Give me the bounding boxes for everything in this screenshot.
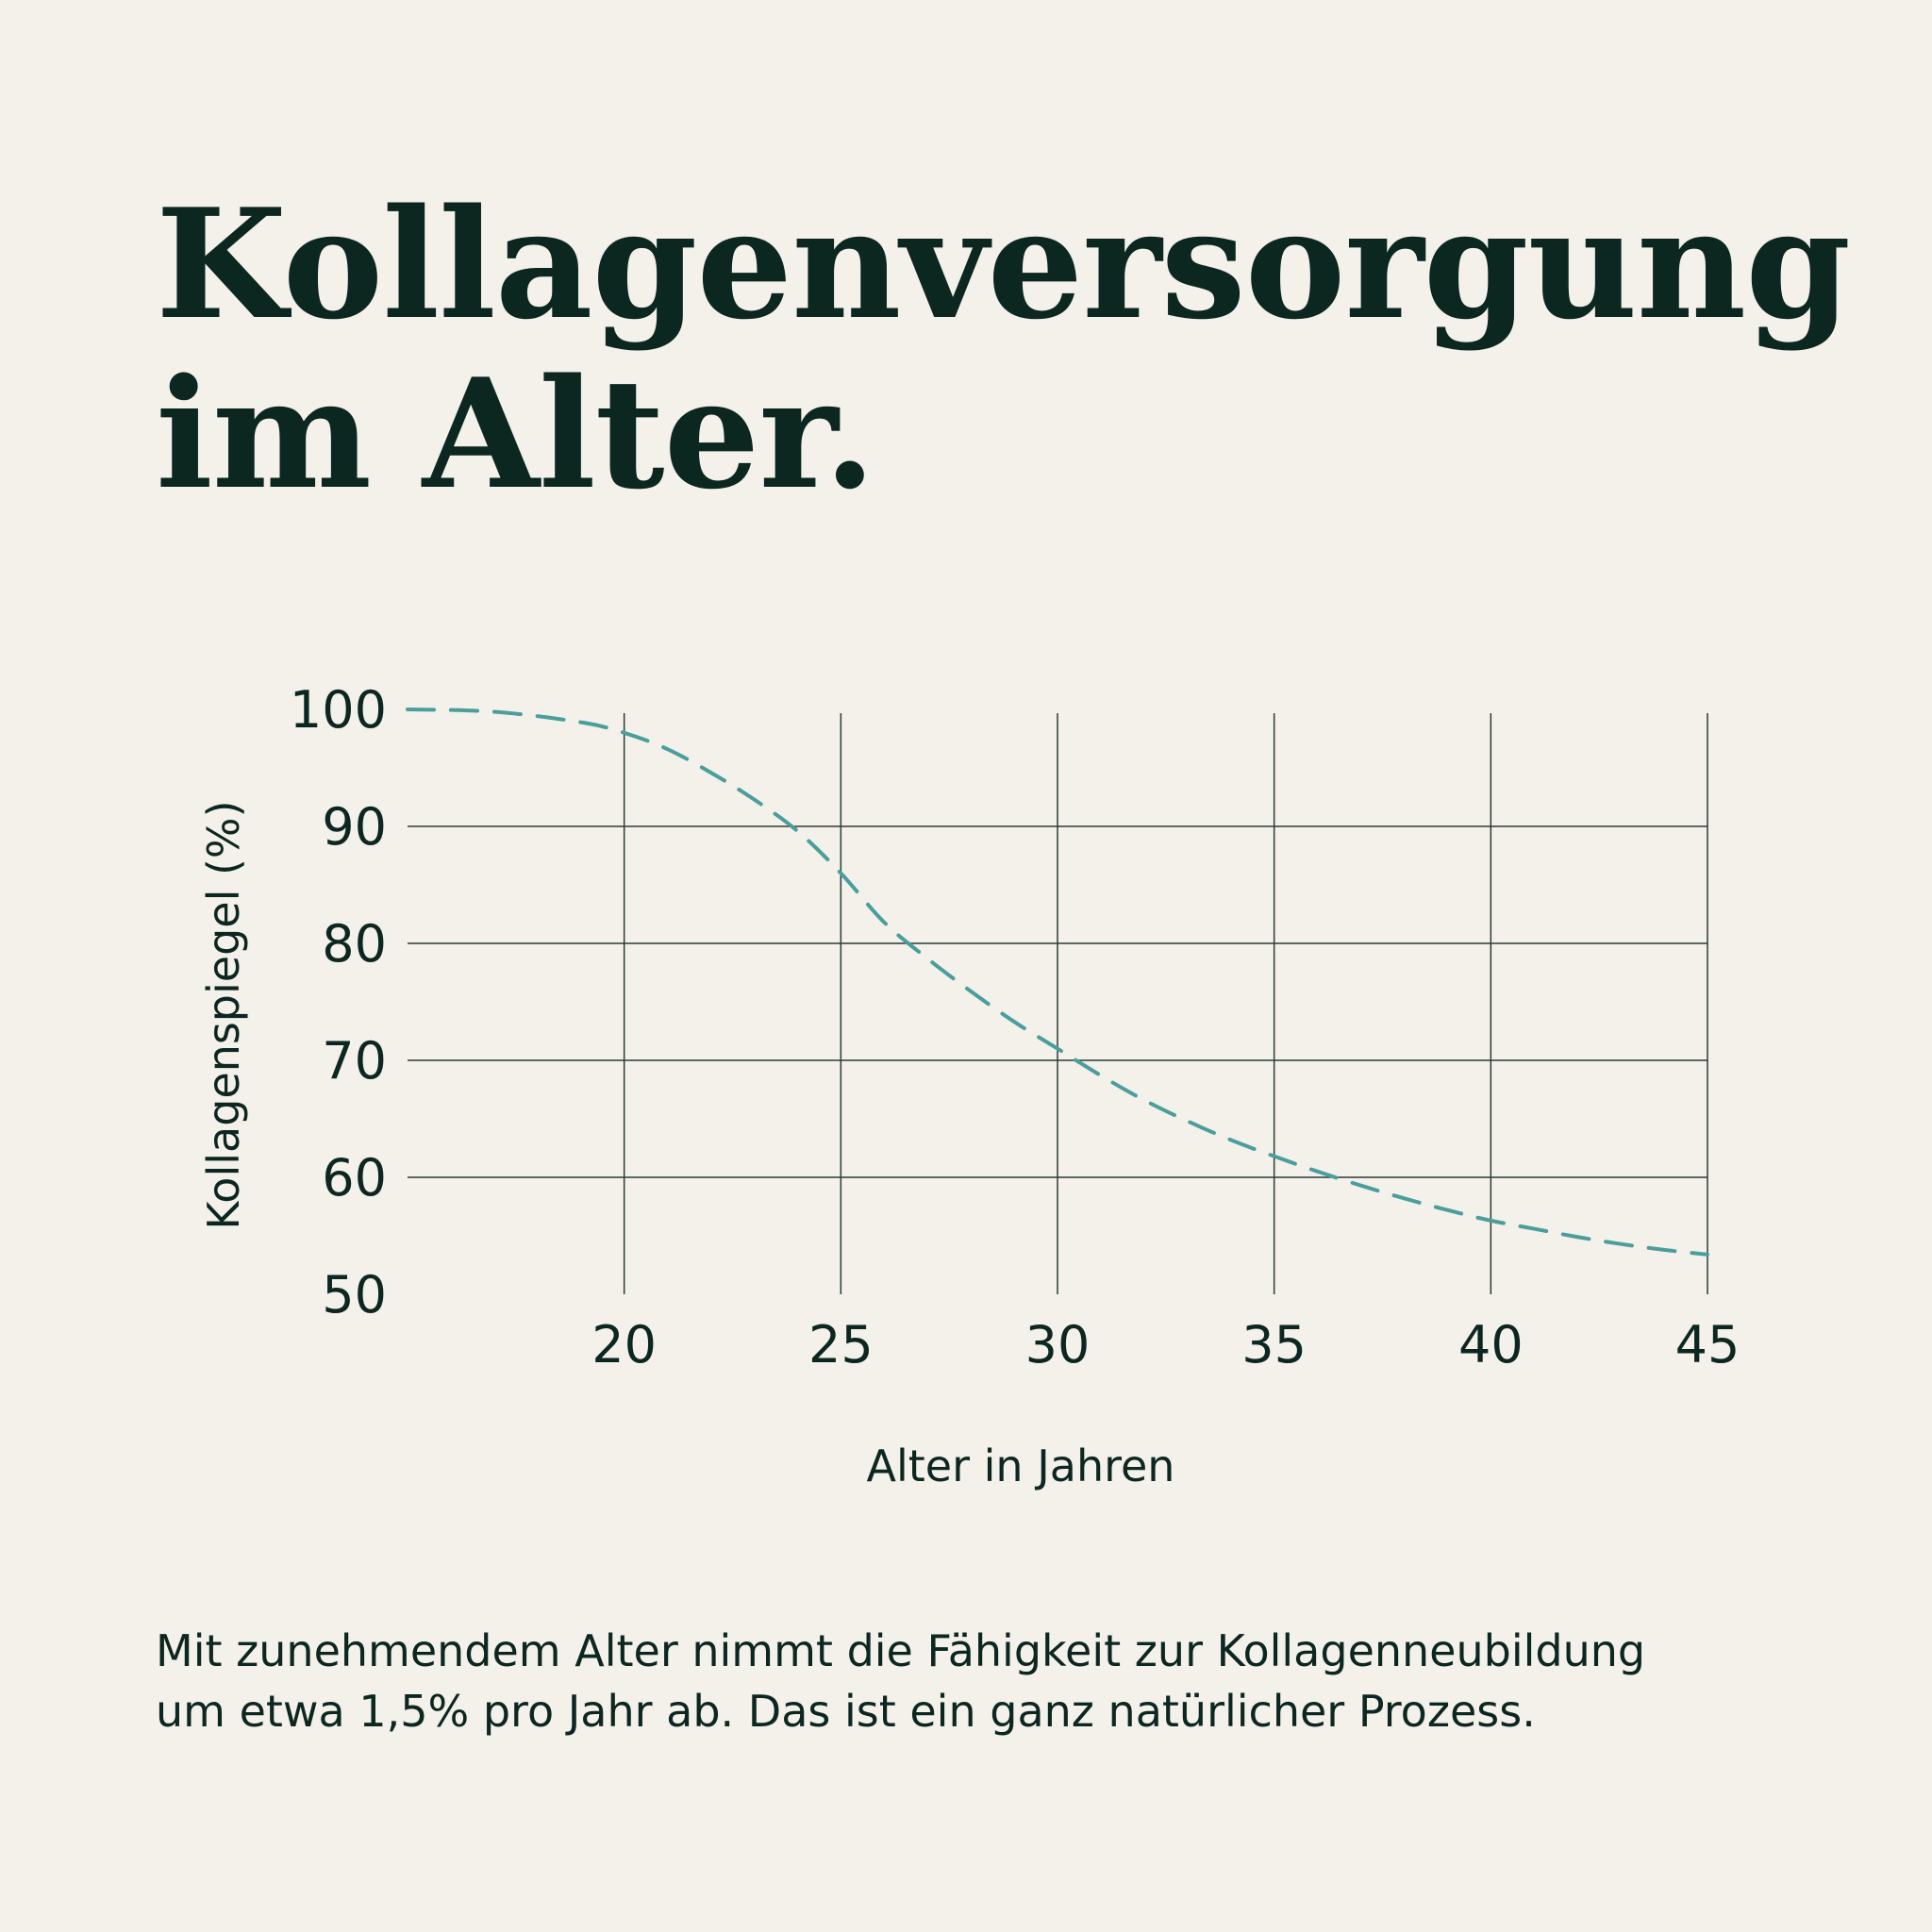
x-axis-label: Alter in Jahren — [867, 1441, 1175, 1491]
chart-caption: Mit zunehmendem Alter nimmt die Fähigkei… — [156, 1621, 1816, 1741]
x-tick-label-30: 30 — [1025, 1315, 1091, 1374]
x-tick-label-25: 25 — [808, 1315, 874, 1374]
y-tick-label-100: 100 — [290, 680, 387, 740]
collagen-level-line — [406, 708, 1709, 1257]
y-tick-label-50: 50 — [322, 1265, 387, 1324]
x-tick-label-45: 45 — [1675, 1315, 1740, 1374]
y-tick-label-90: 90 — [322, 797, 387, 857]
caption-line-2: um etwa 1,5% pro Jahr ab. Das ist ein ga… — [156, 1686, 1536, 1737]
caption-line-1: Mit zunehmendem Alter nimmt die Fähigkei… — [156, 1625, 1646, 1676]
y-tick-label-80: 80 — [322, 914, 387, 974]
page-title: Kollagenversorgung im Alter. — [156, 175, 1851, 523]
page-title-line-1: Kollagenversorgung — [156, 175, 1851, 353]
x-tick-label-40: 40 — [1458, 1315, 1524, 1374]
x-tick-label-20: 20 — [591, 1315, 657, 1374]
y-axis-label: Kollagenspiegel (%) — [198, 800, 249, 1229]
y-tick-label-70: 70 — [322, 1031, 387, 1091]
chart-grid — [408, 713, 1708, 1294]
chart-tick-labels: 50 60 70 80 90 100 20 25 30 35 40 45 — [290, 680, 1740, 1374]
y-tick-label-60: 60 — [322, 1148, 387, 1208]
page-title-line-2: im Alter. — [156, 345, 876, 523]
x-tick-label-35: 35 — [1241, 1315, 1307, 1374]
